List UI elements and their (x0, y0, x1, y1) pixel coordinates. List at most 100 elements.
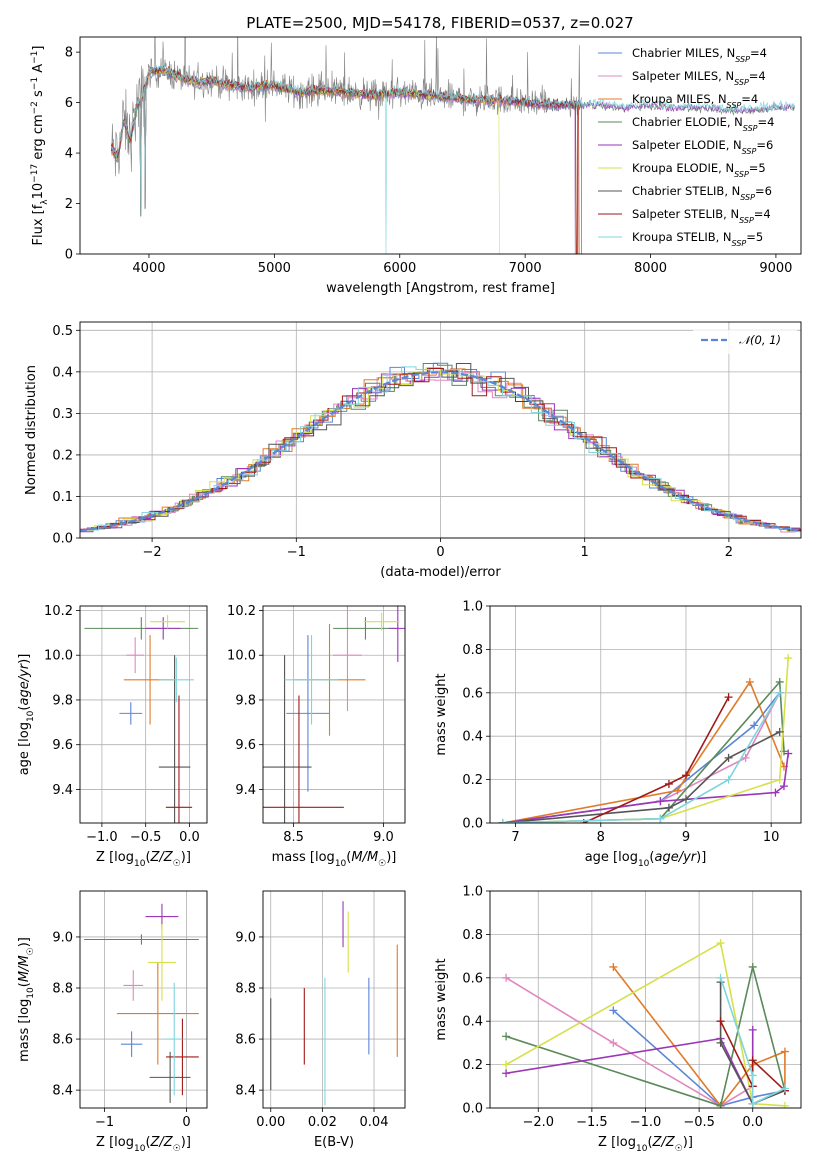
weight-line-4 (505, 1029, 754, 1105)
panel-residuals: −2 −1 0 1 2 0.0 0.1 0.2 0.3 0.4 0.5 (data-model)/er… (24, 321, 802, 580)
weight-line-7 (583, 696, 730, 823)
tick-label-y: 9.4 (235, 783, 256, 798)
tick-label-y: 9.8 (235, 693, 256, 708)
weight-marker (609, 962, 618, 971)
weight-marker (775, 727, 784, 736)
axes-frame (262, 890, 406, 1109)
weight-line-6 (502, 731, 781, 823)
tick-label-x: 9 (682, 830, 690, 845)
axes-frame (79, 890, 208, 1109)
weight-marker (673, 786, 682, 795)
x-axis-label: (data-model)/error (380, 565, 501, 580)
plot-area-weight_vs_Z (502, 939, 789, 1108)
tick-label-x: 8.5 (283, 830, 304, 845)
tick-label-y: 8.6 (235, 1033, 256, 1048)
weight-line-5 (505, 941, 785, 1107)
tick-label-y: 2 (65, 197, 73, 212)
tick-label-y: 8.8 (235, 982, 256, 997)
weight-line-5 (502, 658, 789, 823)
weight-marker (748, 1056, 757, 1065)
histogram-step-7 (82, 368, 801, 531)
tick-label-x: 0.0 (179, 830, 200, 845)
tick-label-x: −2 (143, 545, 162, 560)
tick-label-y: 4 (65, 147, 73, 162)
weight-marker (716, 973, 725, 982)
weight-marker (502, 1032, 511, 1041)
weight-marker (664, 779, 673, 788)
tick-label-y: 9.4 (52, 783, 73, 798)
weight-marker (741, 753, 750, 762)
legend-label-7: Salpeter STELIB, NSSP=4 (632, 207, 771, 225)
weight-marker (748, 1071, 757, 1080)
tick-label-x: −1.0 (86, 830, 118, 845)
axes-frame (262, 605, 406, 824)
weight-marker (656, 814, 665, 823)
weight-line-6 (719, 982, 786, 1105)
plot-area-mass_vs_ebv (270, 901, 398, 1106)
x-axis-label: age [log10(age/yr)] (585, 850, 707, 869)
histogram-step-8 (84, 366, 801, 533)
tick-label-y: 8 (65, 46, 73, 61)
weight-marker (775, 688, 784, 697)
weight-marker (748, 962, 757, 971)
x-axis-label: E(B-V) (314, 1135, 354, 1150)
tick-label-y: 0.3 (52, 407, 73, 422)
weight-marker (750, 721, 759, 730)
tick-label-x: 0.0 (742, 1115, 763, 1130)
tick-label-x: −0.5 (130, 830, 162, 845)
legend-label-0: Chabrier MILES, NSSP=4 (632, 46, 767, 64)
tick-label-x: 8000 (634, 261, 667, 276)
axes-frame (79, 36, 802, 255)
weight-marker (724, 775, 733, 784)
plot-area-weight_vs_age (498, 654, 793, 823)
tick-label-y: 9.0 (52, 930, 73, 945)
tick-label-x: 7000 (509, 261, 542, 276)
y-axis-label: Flux [fλ10−17 erg cm−2 s−1 A−1] (30, 46, 50, 246)
tick-label-x: 6000 (383, 261, 416, 276)
histogram-step-5 (80, 367, 801, 532)
weight-line-3 (505, 966, 786, 1107)
tick-label-y: 0.2 (462, 1058, 483, 1073)
tick-label-x: 1 (581, 545, 589, 560)
weight-marker (775, 775, 784, 784)
tick-label-x: −1.5 (576, 1115, 608, 1130)
legend-label-normal: 𝒩(0, 1) (739, 333, 781, 347)
tick-label-x: 10 (763, 830, 780, 845)
tick-label-y: 0.6 (462, 686, 483, 701)
weight-marker (498, 819, 507, 823)
tick-label-y: 0 (65, 248, 73, 263)
weight-line-0 (612, 1009, 786, 1107)
spectrum-model-line-8 (110, 64, 795, 254)
weight-marker (780, 1101, 789, 1108)
tick-label-x: 0 (436, 545, 444, 560)
tick-label-y: 0.2 (52, 448, 73, 463)
tick-label-x: 9000 (759, 261, 792, 276)
tick-label-y: 10.0 (44, 649, 73, 664)
panel-weight_vs_Z: −2.0 −1.5 −1.0 −0.5 0.0 0.0 0.2 0.4 0.6 0.8 1.0 Z [… (434, 885, 802, 1154)
tick-label-x: 0.04 (360, 1115, 389, 1130)
panel-mass_vs_ebv: 0.00 0.02 0.04 8.4 8.6 8.8 9.0 E(B-V) (235, 890, 406, 1150)
axes-frame (489, 605, 802, 824)
tick-label-y: 0.5 (52, 324, 73, 339)
plot-area-spectrum (110, 37, 795, 254)
tick-label-y: 0.0 (462, 1102, 483, 1117)
tick-label-x: 0.00 (256, 1115, 285, 1130)
weight-marker (681, 795, 690, 804)
tick-label-y: 6 (65, 96, 73, 111)
tick-label-y: 0.0 (462, 817, 483, 832)
tick-label-y: 1.0 (462, 600, 483, 615)
tick-label-x: 7 (511, 830, 519, 845)
weight-marker (748, 1025, 757, 1034)
weight-marker (681, 771, 690, 780)
spectrum-model-line-7 (110, 65, 580, 254)
legend-label-3: Chabrier ELODIE, NSSP=4 (632, 115, 774, 133)
normal-reference-curve (80, 371, 799, 532)
weight-marker (716, 939, 725, 948)
weight-marker (784, 749, 793, 758)
tick-label-y: 9.8 (52, 693, 73, 708)
tick-label-y: 0.6 (462, 971, 483, 986)
x-axis-label: Z [log10(Z/Z☉)] (96, 850, 191, 869)
axes-frame (79, 605, 208, 824)
tick-label-y: 0.4 (462, 730, 483, 745)
weight-marker (656, 797, 665, 806)
